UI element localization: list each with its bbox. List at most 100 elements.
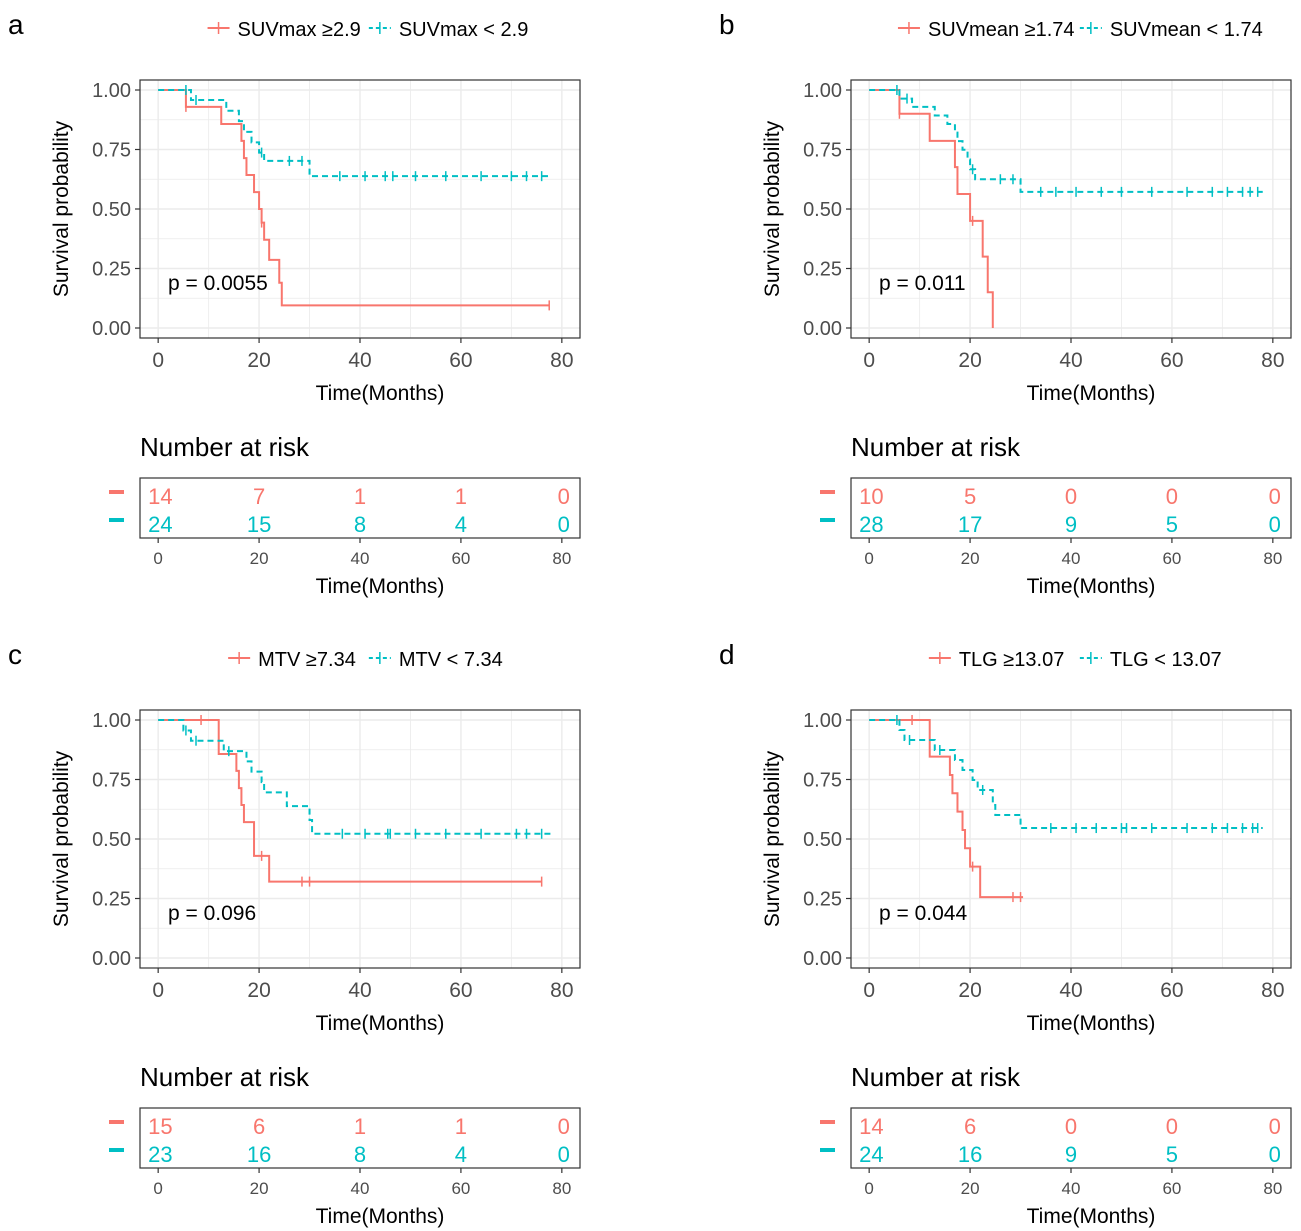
survival-curve-high — [869, 89, 994, 328]
risk-count-low: 24 — [859, 1142, 883, 1167]
grid — [140, 710, 580, 968]
y-tick-label: 0.25 — [803, 259, 842, 281]
y-tick-label: 0.00 — [92, 318, 131, 340]
risk-count-high: 1 — [354, 484, 366, 509]
x-tick-label: 60 — [449, 979, 472, 1002]
risk-x-tick-label: 60 — [1162, 549, 1181, 568]
x-tick-label: 40 — [1059, 349, 1082, 372]
panel-label: a — [8, 9, 24, 40]
y-tick-label: 0.25 — [803, 889, 842, 911]
legend-entry: SUVmean < 1.74 — [1110, 19, 1263, 41]
risk-table-border — [850, 477, 1292, 539]
p-value: p = 0.011 — [879, 272, 966, 295]
panel-d: d TLG ≥13.07 TLG < 13.070 20 40 60 800.000.250… — [719, 639, 1292, 1228]
risk-count-low: 0 — [558, 1142, 570, 1167]
risk-count-high: 1 — [354, 1114, 366, 1139]
y-tick-label: 0.00 — [803, 318, 842, 340]
risk-count-high: 1 — [455, 484, 467, 509]
risk-count-high: 6 — [253, 1114, 265, 1139]
x-tick-label: 80 — [1261, 349, 1284, 372]
x-tick-label: 0 — [152, 979, 164, 1002]
legend: SUVmean ≥1.74 SUVmean < 1.74 — [897, 19, 1263, 41]
risk-count-low: 5 — [1166, 1142, 1178, 1167]
risk-count-low: 0 — [558, 512, 570, 537]
risk-x-tick-label: 20 — [250, 1179, 269, 1198]
risk-count-high: 0 — [1269, 1114, 1281, 1139]
risk-x-tick-label: 60 — [451, 549, 470, 568]
y-tick-label: 1.00 — [803, 80, 842, 102]
survival-curve-low — [869, 89, 1263, 193]
risk-count-low: 17 — [958, 512, 982, 537]
y-tick-label: 1.00 — [92, 80, 131, 102]
survival-curve-low — [158, 719, 552, 835]
x-tick-label: 80 — [1261, 979, 1284, 1002]
risk-x-tick-label: 60 — [1162, 1179, 1181, 1198]
risk-x-tick-label: 80 — [552, 549, 571, 568]
risk-count-high: 0 — [1065, 1114, 1077, 1139]
risk-x-tick-label: 80 — [1263, 1179, 1282, 1198]
risk-x-tick-label: 40 — [1062, 1179, 1081, 1198]
legend-key-high — [928, 652, 951, 664]
x-tick-label: 40 — [348, 979, 371, 1002]
panel-c: c MTV ≥7.34 MTV < 7.340 20 40 60 800.000.250.5… — [8, 639, 581, 1228]
risk-x-tick-label: 0 — [864, 549, 873, 568]
p-value: p = 0.044 — [879, 902, 967, 925]
x-tick-label: 0 — [863, 349, 875, 372]
risk-count-high: 0 — [1065, 484, 1077, 509]
legend-key-high — [207, 22, 230, 34]
risk-table-title: Number at risk — [851, 1062, 1021, 1092]
risk-count-low: 0 — [1269, 1142, 1281, 1167]
x-tick-label: 20 — [247, 349, 270, 372]
legend: MTV ≥7.34 MTV < 7.34 — [228, 649, 503, 671]
x-tick-label: 20 — [247, 979, 270, 1002]
risk-x-axis-title: Time(Months) — [316, 1205, 445, 1228]
panel-label: c — [8, 639, 22, 670]
x-axis-title: Time(Months) — [1027, 382, 1156, 405]
x-axis-title: Time(Months) — [316, 1012, 445, 1035]
legend-key-low — [368, 22, 391, 34]
risk-x-tick-label: 0 — [864, 1179, 873, 1198]
legend-entry: TLG < 13.07 — [1110, 649, 1222, 671]
risk-count-high: 1 — [455, 1114, 467, 1139]
risk-x-tick-label: 40 — [351, 549, 370, 568]
y-tick-label: 0.00 — [803, 948, 842, 970]
legend-entry: MTV ≥7.34 — [258, 649, 356, 671]
grid — [140, 80, 580, 338]
legend-entry: TLG ≥13.07 — [959, 649, 1064, 671]
risk-count-low: 15 — [247, 512, 271, 537]
x-tick-label: 80 — [550, 349, 573, 372]
y-axis-title: Survival probability — [761, 120, 784, 297]
risk-count-low: 8 — [354, 1142, 366, 1167]
legend-key-low — [1079, 22, 1102, 34]
y-tick-label: 0.25 — [92, 889, 131, 911]
risk-x-tick-label: 0 — [153, 549, 162, 568]
risk-count-high: 15 — [148, 1114, 172, 1139]
risk-count-high: 14 — [859, 1114, 883, 1139]
risk-table-title: Number at risk — [851, 432, 1021, 462]
y-tick-label: 0.50 — [92, 829, 131, 851]
risk-x-tick-label: 20 — [961, 549, 980, 568]
risk-x-tick-label: 20 — [961, 1179, 980, 1198]
risk-x-axis-title: Time(Months) — [316, 575, 445, 598]
risk-x-tick-label: 40 — [351, 1179, 370, 1198]
risk-x-tick-label: 80 — [1263, 549, 1282, 568]
survival-curve-high — [158, 89, 550, 307]
risk-count-low: 4 — [455, 1142, 467, 1167]
risk-count-low: 16 — [958, 1142, 982, 1167]
risk-count-high: 0 — [1166, 1114, 1178, 1139]
risk-count-high: 14 — [148, 484, 172, 509]
y-tick-label: 0.25 — [92, 259, 131, 281]
x-tick-label: 20 — [958, 979, 981, 1002]
risk-count-low: 0 — [1269, 512, 1281, 537]
legend-entry: SUVmax < 2.9 — [399, 19, 529, 41]
risk-count-low: 9 — [1065, 1142, 1077, 1167]
legend-key-high — [228, 652, 251, 664]
panel-label: b — [719, 9, 735, 40]
risk-table-title: Number at risk — [140, 432, 310, 462]
risk-count-low: 4 — [455, 512, 467, 537]
risk-count-low: 28 — [859, 512, 883, 537]
x-axis-title: Time(Months) — [316, 382, 445, 405]
y-axis-title: Survival probability — [50, 750, 73, 927]
y-tick-label: 0.00 — [92, 948, 131, 970]
